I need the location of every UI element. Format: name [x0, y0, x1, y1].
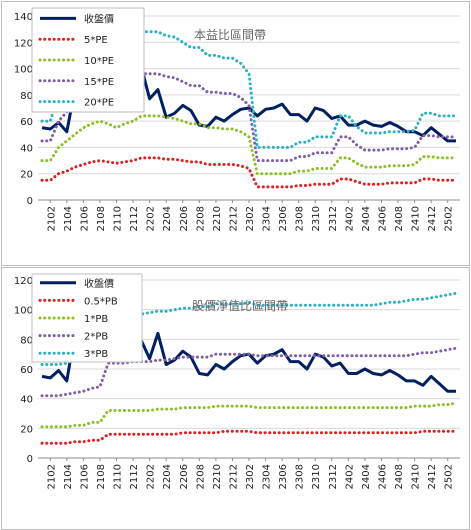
series-line-pe-1	[40, 156, 458, 189]
x-tick-label: 2308	[295, 464, 306, 489]
x-tick-label: 2502	[444, 206, 455, 231]
y-tick-label: 40	[20, 143, 33, 154]
x-tick-label: 2108	[96, 206, 107, 231]
x-tick-label: 2304	[262, 206, 273, 231]
y-tick-label: 100	[14, 306, 33, 317]
x-tick-label: 2112	[129, 206, 140, 231]
x-tick-label: 2302	[245, 206, 256, 231]
y-tick-label: 40	[20, 395, 33, 406]
x-tick-label: 2410	[411, 464, 422, 489]
x-tick-label: 2312	[328, 464, 339, 489]
x-tick-label: 2202	[146, 206, 157, 231]
x-tick-label: 2408	[394, 464, 405, 489]
x-tick-label: 2204	[162, 206, 173, 231]
x-tick-label: 2106	[79, 464, 90, 489]
x-tick-label: 2408	[394, 206, 405, 231]
x-tick-label: 2306	[278, 206, 289, 231]
y-tick-label: 80	[20, 91, 33, 102]
series-line-pe-2	[40, 114, 458, 176]
pe-band-chart: 0 20 40 60 80 100 120 140 2102 2104 2106 2108 2110 21…	[14, 7, 460, 231]
x-tick-label: 2412	[427, 464, 438, 489]
legend-label: 5*PE	[84, 35, 108, 46]
x-tick-label: 2108	[96, 464, 107, 489]
x-tick-label: 2406	[377, 206, 388, 231]
x-tick-label: 2302	[245, 464, 256, 489]
x-tick-label: 2402	[344, 464, 355, 489]
x-tick-label: 2210	[212, 206, 223, 231]
pb-band-chart-panel: 0 20 40 60 80 100 120 2102 2104 2106 2108 2110 2112 2…	[1, 267, 470, 530]
y-tick-label: 140	[14, 12, 33, 23]
x-tick-label: 2412	[427, 206, 438, 231]
chart-title: 本益比區間帶	[194, 28, 266, 42]
x-tick-label: 2102	[46, 464, 57, 489]
x-tick-label: 2406	[377, 464, 388, 489]
chart-title: 股價淨值比區間帶	[192, 298, 288, 313]
y-tick-label: 120	[14, 38, 33, 49]
legend: 收盤價 5*PE 10*PE 15*PE 20*PE	[31, 7, 145, 113]
y-tick-label: 60	[20, 365, 33, 376]
x-tick-label: 2310	[311, 464, 322, 489]
y-tick-label: 80	[20, 335, 33, 346]
legend-label: 0.5*PB	[84, 296, 118, 307]
series-line-pb-3	[40, 346, 458, 398]
x-tick-label: 2106	[79, 206, 90, 231]
series-line-pb-2	[40, 401, 458, 429]
x-tick-label: 2306	[278, 464, 289, 489]
x-tick-label: 2310	[311, 206, 322, 231]
y-tick-label: 0	[27, 454, 33, 465]
x-tick-label: 2502	[444, 464, 455, 489]
x-tick-label: 2206	[179, 206, 190, 231]
y-tick-label: 100	[14, 65, 33, 76]
legend-label: 3*PB	[84, 349, 108, 360]
x-tick-label: 2404	[361, 206, 372, 231]
x-tick-label: 2102	[46, 206, 57, 231]
x-tick-label: 2104	[63, 464, 74, 489]
legend-label: 收盤價	[84, 277, 114, 290]
y-tick-label: 120	[14, 276, 33, 287]
x-tick-label: 2304	[262, 464, 273, 489]
y-tick-label: 20	[20, 424, 33, 435]
legend: 收盤價 0.5*PB 1*PB 2*PB 3*PB	[31, 273, 143, 363]
x-tick-label: 2212	[228, 464, 239, 489]
pb-band-chart: 0 20 40 60 80 100 120 2102 2104 2106 2108 2110 2112 2…	[14, 273, 460, 489]
x-tick-label: 2104	[63, 206, 74, 231]
legend-label: 2*PB	[84, 332, 108, 343]
legend-label: 10*PE	[84, 56, 114, 67]
legend-label: 1*PB	[84, 314, 108, 325]
x-tick-label: 2202	[146, 464, 157, 489]
legend-label: 15*PE	[84, 77, 114, 88]
y-tick-label: 60	[20, 117, 33, 128]
y-tick-label: 0	[27, 196, 33, 207]
x-tick-label: 2208	[195, 206, 206, 231]
x-tick-label: 2308	[295, 206, 306, 231]
x-tick-label: 2206	[179, 464, 190, 489]
x-tick-label: 2110	[113, 464, 124, 489]
x-tick-label: 2212	[228, 206, 239, 231]
legend-label: 收盤價	[84, 12, 114, 25]
x-tick-label: 2210	[212, 464, 223, 489]
series-line-pb-1	[40, 429, 458, 445]
x-tick-label: 2410	[411, 206, 422, 231]
x-tick-label: 2404	[361, 464, 372, 489]
x-tick-label: 2402	[344, 206, 355, 231]
pe-band-chart-panel: 0 20 40 60 80 100 120 140 2102 2104 2106 2108 2110 21…	[1, 1, 470, 266]
x-tick-label: 2312	[328, 206, 339, 231]
x-tick-label: 2112	[129, 464, 140, 489]
x-tick-label: 2208	[195, 464, 206, 489]
x-tick-label: 2204	[162, 464, 173, 489]
x-tick-label: 2110	[113, 206, 124, 231]
y-tick-label: 20	[20, 170, 33, 181]
legend-label: 20*PE	[84, 98, 114, 109]
